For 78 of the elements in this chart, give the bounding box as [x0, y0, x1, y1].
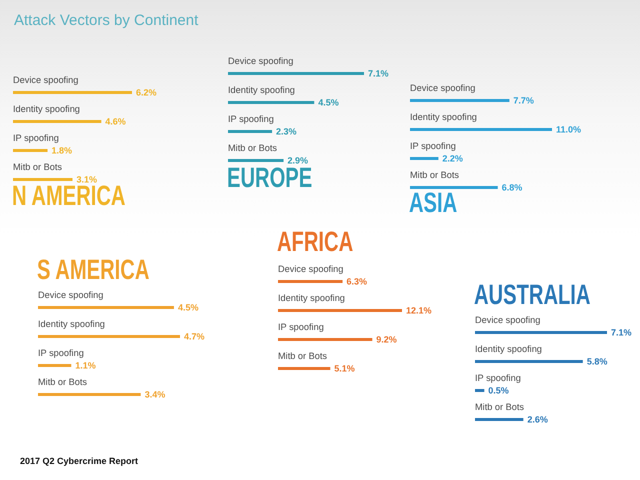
- bar: [13, 178, 72, 180]
- y-tick-label: Device spoofing: [278, 263, 344, 274]
- y-tick-label: Mitb or Bots: [475, 401, 524, 412]
- chart-title: AUSTRALIA: [474, 279, 590, 310]
- text: 2017 Q2 Cybercrime Report: [20, 455, 138, 467]
- y-tick-label: Mitb or Bots: [228, 142, 278, 152]
- data-label: 6.2%: [136, 86, 157, 97]
- data-label: 7.1%: [611, 326, 632, 337]
- data-label: 7.7%: [513, 94, 534, 105]
- text: ASIA: [409, 187, 458, 218]
- y-tick-label: IP spoofing: [410, 140, 456, 150]
- data-label: 2.6%: [527, 414, 548, 424]
- data-label: 6.8%: [502, 182, 522, 192]
- chart-title: AFRICA: [277, 226, 354, 257]
- text: Attack Vectors by Continent: [14, 11, 198, 31]
- y-tick-label: Identity spoofing: [38, 318, 105, 328]
- y-tick-label: Identity spoofing: [410, 111, 477, 122]
- bar: [228, 72, 364, 74]
- bar: [278, 338, 372, 340]
- data-label: 3.4%: [144, 388, 166, 399]
- data-label: 1.1%: [75, 360, 96, 370]
- data-label: 6.3%: [346, 276, 368, 286]
- y-tick-label: Mitb or Bots: [38, 376, 88, 386]
- bar: [475, 330, 607, 334]
- bar: [410, 98, 510, 102]
- data-label: 1.8%: [52, 144, 72, 155]
- y-tick-label: Mitb or Bots: [13, 161, 62, 172]
- y-tick-label: Identity spoofing: [13, 103, 80, 114]
- y-tick-label: Device spoofing: [410, 82, 476, 92]
- bar: [278, 308, 402, 312]
- data-label: 2.3%: [276, 126, 297, 136]
- data-label: 11.0%: [556, 124, 582, 134]
- data-label: 7.1%: [368, 68, 389, 78]
- y-tick-label: Identity spoofing: [278, 292, 345, 302]
- bar: [278, 280, 343, 282]
- y-tick-label: Identity spoofing: [475, 343, 542, 354]
- y-tick-label: Identity spoofing: [228, 84, 295, 94]
- bar: [13, 120, 102, 122]
- data-label: 4.7%: [184, 330, 205, 341]
- y-tick-label: IP spoofing: [475, 372, 521, 382]
- y-tick-label: Device spoofing: [228, 55, 294, 66]
- data-label: 12.1%: [406, 304, 432, 315]
- chart-title: S AMERICA: [37, 254, 150, 285]
- bar: [38, 334, 180, 338]
- bar: [38, 364, 72, 366]
- bar: [278, 366, 330, 370]
- data-label: 9.2%: [376, 334, 397, 344]
- bar: [13, 148, 48, 152]
- bar: [228, 100, 314, 104]
- bar: [410, 186, 498, 188]
- y-tick-label: Device spoofing: [475, 314, 540, 324]
- bar: [410, 156, 438, 160]
- bar: [13, 90, 132, 94]
- data-label: 4.6%: [105, 116, 126, 126]
- data-label: 4.5%: [178, 302, 198, 312]
- y-tick-label: Mitb or Bots: [278, 350, 328, 360]
- y-tick-label: IP spoofing: [278, 321, 324, 332]
- bar: [228, 158, 284, 162]
- bar: [38, 306, 174, 308]
- bar: [475, 388, 484, 392]
- y-tick-label: IP spoofing: [228, 113, 274, 124]
- y-tick-label: Device spoofing: [13, 74, 78, 84]
- text: EUROPE: [227, 162, 312, 193]
- data-label: 2.9%: [288, 154, 308, 165]
- data-label: 4.5%: [318, 96, 339, 107]
- y-tick-label: Mitb or Bots: [410, 169, 460, 180]
- y-tick-label: Device spoofing: [38, 289, 104, 300]
- bar: [475, 360, 583, 362]
- bar: [475, 418, 524, 420]
- data-label: 2.2%: [442, 152, 463, 163]
- bar: [228, 130, 272, 132]
- data-label: 5.8%: [586, 356, 608, 366]
- y-tick-label: IP spoofing: [38, 347, 84, 358]
- data-label: 0.5%: [488, 384, 509, 395]
- bar: [410, 128, 552, 130]
- bar: [38, 392, 141, 396]
- y-tick-label: IP spoofing: [13, 132, 59, 142]
- data-label: 5.1%: [334, 362, 355, 373]
